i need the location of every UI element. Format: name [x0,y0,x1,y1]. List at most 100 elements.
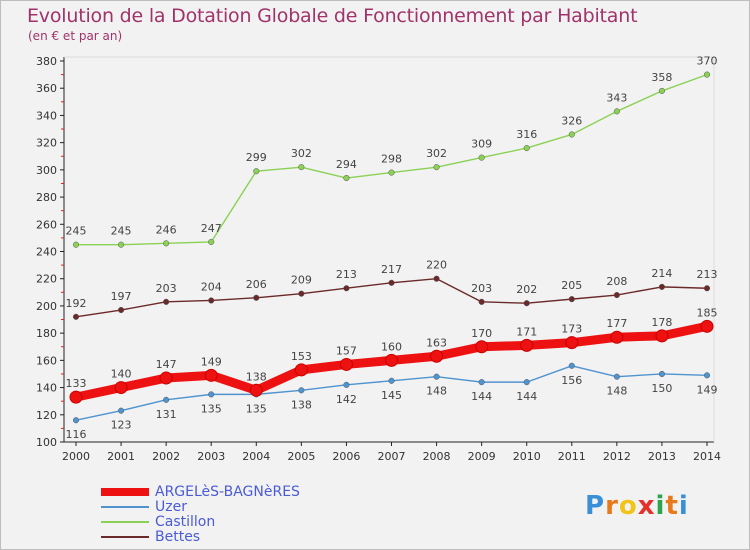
data-label-argel-s-bagn-res: 153 [291,350,312,363]
data-label-uzer: 150 [651,382,672,395]
data-point-uzer [118,407,125,414]
data-label-castillon: 370 [697,55,718,68]
data-label-uzer: 144 [471,390,492,403]
data-label-castillon: 316 [516,128,537,141]
y-tick-label: 240 [36,246,57,259]
data-label-argel-s-bagn-res: 149 [201,355,222,368]
y-tick-label: 260 [36,218,57,231]
data-label-bettes: 203 [156,282,177,295]
y-tick-label: 220 [36,273,57,286]
data-label-castillon: 247 [201,222,222,235]
data-point-castillon [253,168,260,175]
y-tick-label: 380 [36,55,57,68]
data-label-bettes: 192 [66,297,87,310]
data-point-bettes [703,285,711,292]
data-point-uzer [208,391,215,398]
chart-title: Evolution de la Dotation Globale de Fonc… [27,5,638,27]
x-tick-label: 2002 [152,450,180,463]
legend-item-bettes: Bettes [101,530,300,545]
legend-swatch-uzer [101,506,149,508]
data-point-castillon [388,169,395,176]
x-tick-label: 2006 [332,450,360,463]
data-label-uzer: 123 [111,419,132,432]
x-tick-label: 2008 [423,450,451,463]
data-point-castillon [613,108,620,115]
legend-item-castillon: Castillon [101,515,300,530]
data-point-castillon [163,240,170,247]
data-point-castillon [568,131,575,138]
legend-label-uzer: Uzer [155,499,187,515]
data-label-castillon: 294 [336,158,357,171]
chart-subtitle: (en € et par an) [28,29,123,43]
data-point-castillon [343,174,350,182]
data-label-bettes: 214 [651,267,672,280]
data-point-argel-s-bagn-res [339,357,353,371]
data-point-castillon [703,71,711,78]
data-label-bettes: 217 [381,263,402,276]
logo-letter: r [605,491,619,521]
data-point-argel-s-bagn-res [69,390,83,404]
data-point-argel-s-bagn-res [249,383,263,397]
data-point-argel-s-bagn-res [114,381,128,395]
data-point-uzer [433,373,440,380]
legend-item-argeles: ARGELèS-BAGNèRES [101,485,300,500]
data-point-argel-s-bagn-res [655,329,669,343]
data-label-uzer: 135 [201,402,222,415]
logo-letter: x [637,491,656,521]
data-label-castillon: 298 [381,153,402,166]
data-point-uzer [613,373,620,380]
data-label-bettes: 213 [697,268,718,281]
data-label-uzer: 135 [246,402,267,415]
data-label-bettes: 204 [201,280,222,293]
data-point-argel-s-bagn-res [294,363,308,377]
data-label-uzer: 142 [336,393,357,406]
data-label-bettes: 202 [516,283,537,296]
data-point-uzer [523,379,530,386]
data-point-bettes [613,291,620,299]
data-point-castillon [208,238,215,246]
data-label-argel-s-bagn-res: 185 [697,306,718,319]
data-point-bettes [343,285,350,292]
data-label-uzer: 138 [291,398,312,411]
legend-label-bettes: Bettes [155,529,201,545]
x-tick-label: 2004 [242,450,270,463]
data-point-bettes [478,298,485,305]
data-label-uzer: 156 [561,374,582,387]
data-point-castillon [118,241,125,248]
data-point-bettes [523,300,530,307]
x-tick-label: 2007 [378,450,406,463]
data-point-argel-s-bagn-res [610,330,624,344]
data-point-bettes [118,306,125,314]
logo-letter: i [655,491,666,521]
data-label-castillon: 245 [66,225,87,238]
data-label-argel-s-bagn-res: 171 [516,325,537,338]
y-tick-label: 280 [36,191,57,204]
legend-swatch-castillon [101,521,149,523]
data-label-bettes: 213 [336,268,357,281]
y-tick-label: 180 [36,327,57,340]
data-label-argel-s-bagn-res: 177 [606,317,627,330]
y-tick-label: 200 [36,300,57,313]
x-tick-label: 2012 [603,450,631,463]
data-label-bettes: 208 [606,275,627,288]
data-point-argel-s-bagn-res [385,353,398,367]
data-label-argel-s-bagn-res: 133 [66,377,87,390]
data-label-castillon: 302 [291,147,312,160]
data-point-uzer [163,396,170,403]
data-label-bettes: 203 [471,282,492,295]
data-label-bettes: 209 [291,274,312,287]
data-point-uzer [478,379,485,386]
data-point-argel-s-bagn-res [430,349,444,363]
logo-letter: o [618,491,638,521]
chart-legend: ARGELèS-BAGNèRES Uzer Castillon Bettes [101,485,300,545]
data-point-castillon [72,241,80,248]
legend-label-argeles: ARGELèS-BAGNèRES [155,484,300,500]
data-label-uzer: 148 [606,385,627,398]
data-point-castillon [433,164,440,171]
x-tick-label: 2013 [648,450,676,463]
data-label-argel-s-bagn-res: 173 [561,323,582,336]
data-point-bettes [72,313,80,320]
data-point-uzer [388,377,395,384]
data-label-argel-s-bagn-res: 138 [246,370,267,383]
